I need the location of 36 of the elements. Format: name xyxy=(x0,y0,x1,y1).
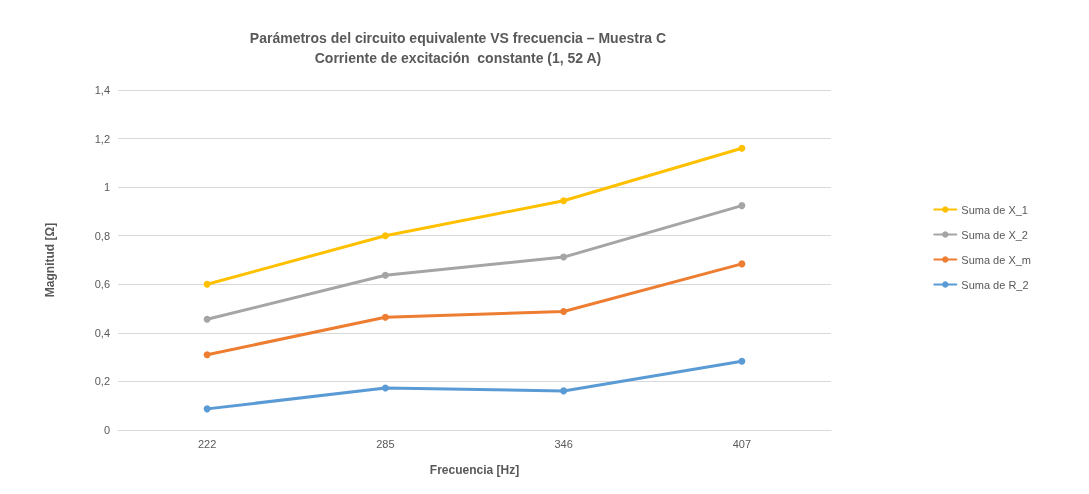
point xyxy=(203,280,211,288)
y-tick-label: 1,2 xyxy=(94,132,110,145)
y-tick-label: 0,6 xyxy=(94,278,110,291)
point xyxy=(738,144,746,152)
point xyxy=(738,357,746,365)
legend-label: Suma de R_2 xyxy=(961,278,1029,291)
point xyxy=(738,202,746,210)
point xyxy=(381,313,389,321)
chart-title: Parámetros del circuito equivalente VS frecuencia – Muestra C xyxy=(249,30,667,46)
legend-label: Suma de X_2 xyxy=(961,228,1028,241)
x-tick-label: 346 xyxy=(554,437,573,450)
point xyxy=(381,271,389,279)
point xyxy=(381,232,389,240)
x-tick-label: 407 xyxy=(732,437,752,450)
chart-subtitle: Corriente de excitación constante (1, 52 A) xyxy=(314,50,602,66)
legend-label: Suma de X_1 xyxy=(961,203,1028,216)
point xyxy=(203,405,211,413)
y-tick-label: 0,4 xyxy=(94,326,110,339)
point xyxy=(560,253,568,261)
point xyxy=(738,260,746,268)
point xyxy=(560,387,568,395)
x-tick-label: 222 xyxy=(197,437,217,450)
x-axis-title: Frecuencia [Hz] xyxy=(429,463,520,477)
point xyxy=(560,307,568,315)
y-axis-title: Magnitud [Ω] xyxy=(43,222,57,298)
legend-label: Suma de X_m xyxy=(961,253,1031,266)
point xyxy=(560,197,568,205)
point xyxy=(203,351,211,359)
y-tick-label: 0 xyxy=(103,424,110,436)
y-tick-label: 1,4 xyxy=(94,84,110,96)
x-tick-label: 285 xyxy=(376,437,395,450)
y-tick-label: 1 xyxy=(103,181,110,194)
point xyxy=(203,315,211,323)
y-tick-label: 0,2 xyxy=(94,375,110,388)
point xyxy=(381,384,389,392)
y-tick-label: 0,8 xyxy=(94,229,110,242)
